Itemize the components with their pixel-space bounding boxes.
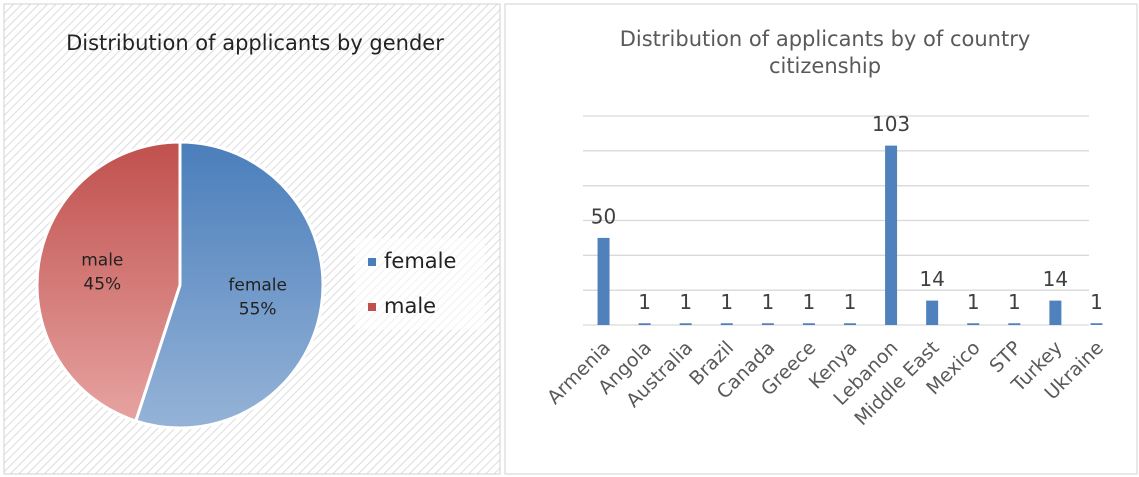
bar-value-label: 14 [919, 267, 944, 291]
bar-value-label: 1 [844, 290, 857, 314]
bar [761, 323, 774, 325]
slice-value-label: 45% [83, 275, 121, 295]
bar-value-label: 1 [967, 290, 980, 314]
bar-value-label: 1 [1090, 290, 1103, 314]
legend-swatch [368, 258, 376, 266]
bar-value-label: 1 [1008, 290, 1021, 314]
bar [844, 323, 856, 325]
legend-swatch [368, 303, 376, 311]
bar-value-label: 14 [1043, 267, 1068, 291]
bar-value-label: 1 [803, 290, 816, 314]
bar [638, 323, 651, 325]
bar-panel [504, 3, 1138, 475]
pie-title: Distribution of applicants by gender [66, 31, 444, 55]
legend-label: female [384, 249, 456, 273]
bar [885, 145, 898, 325]
bar-value-label: 50 [591, 204, 616, 228]
bar [597, 237, 610, 325]
bar [926, 300, 939, 325]
slice-value-label: 55% [239, 299, 277, 319]
bar [720, 323, 733, 325]
pie-slice [35, 140, 182, 423]
legend-label: male [384, 294, 436, 318]
bar-value-label: 1 [638, 290, 651, 314]
bar-title: Distribution of applicants by of country… [619, 27, 1031, 79]
bar [1090, 323, 1103, 325]
bar [1008, 323, 1021, 325]
slice-category-label: female [228, 275, 287, 295]
slice-category-label: male [81, 251, 123, 271]
bar [679, 323, 692, 325]
bar-value-label: 1 [720, 290, 733, 314]
bar-value-label: 1 [761, 290, 774, 314]
bar-value-label: 103 [872, 112, 910, 136]
legend-box [355, 238, 485, 330]
bar [802, 323, 815, 325]
bar-value-label: 1 [679, 290, 692, 314]
bar [1049, 300, 1062, 325]
bar [967, 323, 980, 325]
pie-slice [133, 140, 325, 430]
